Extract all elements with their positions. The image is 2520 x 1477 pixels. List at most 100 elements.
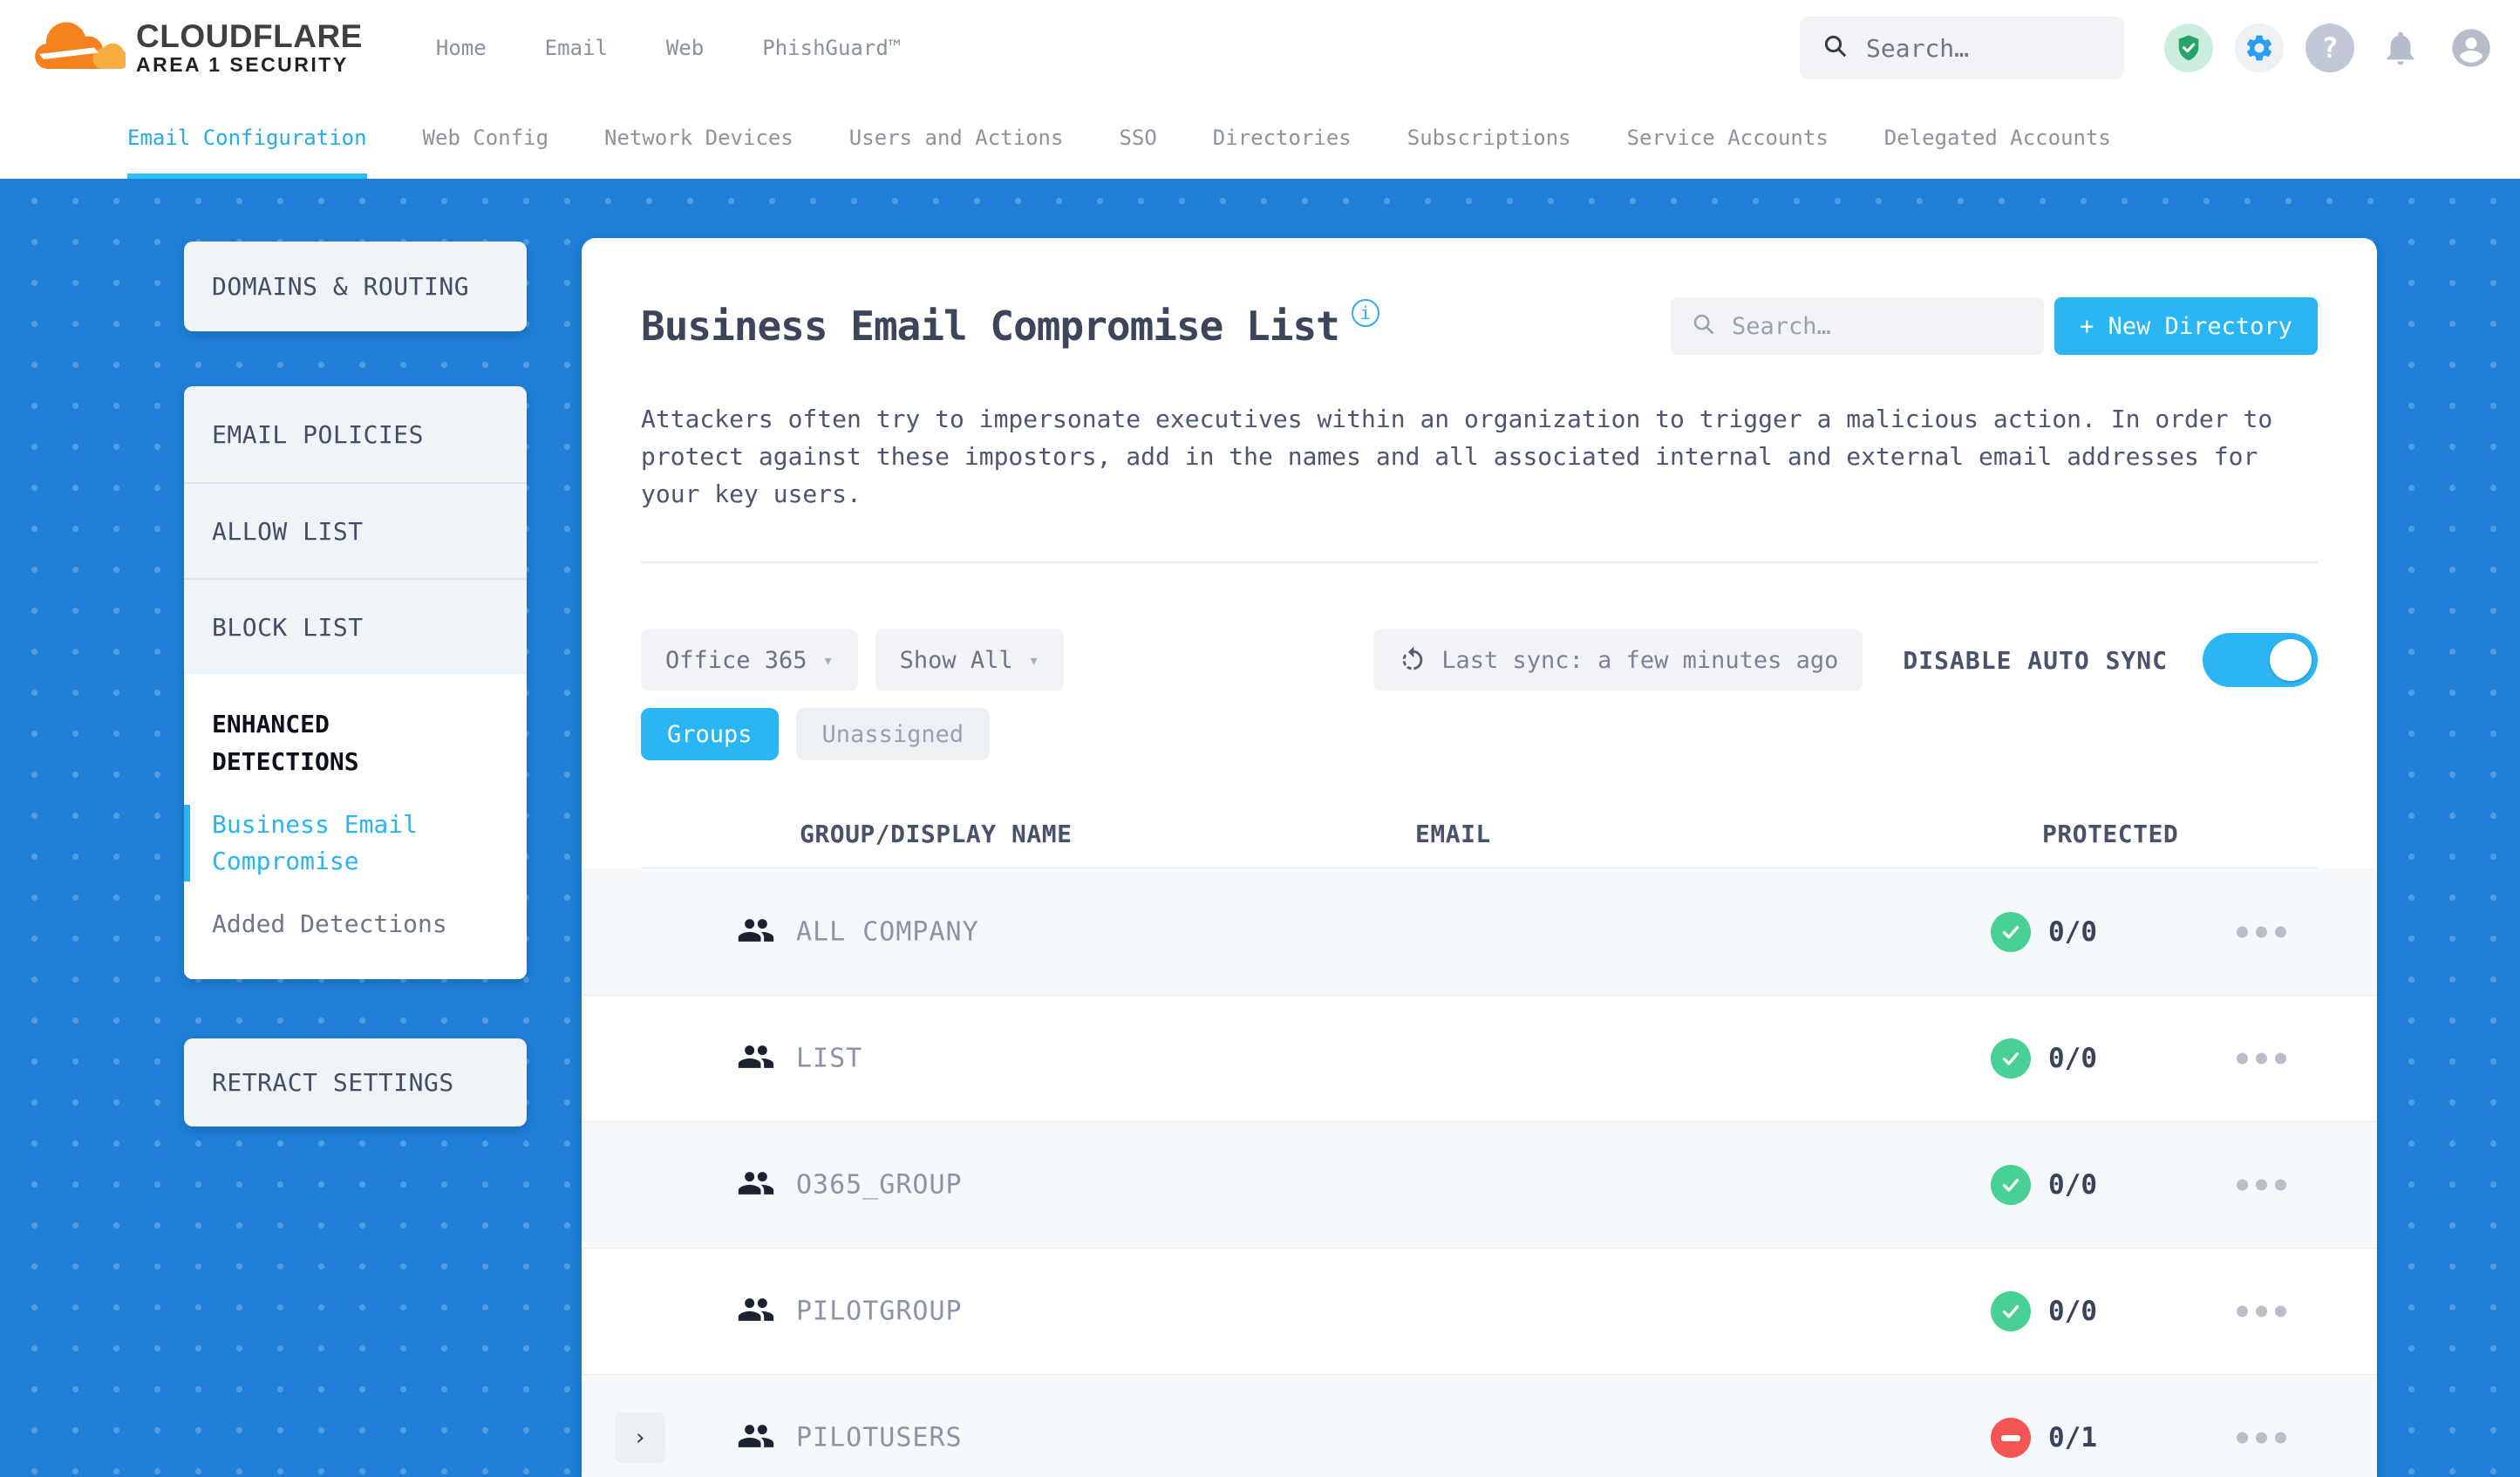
expand-row-button[interactable]: › bbox=[615, 1412, 665, 1463]
table-row-o365-group: O365_GROUP 0/0 bbox=[582, 1121, 2377, 1248]
row-menu-button[interactable] bbox=[2237, 1179, 2286, 1191]
group-people-icon bbox=[737, 1164, 775, 1206]
primary-nav-home[interactable]: Home bbox=[435, 36, 487, 60]
toggle-knob bbox=[2270, 639, 2312, 681]
sidebar-item-allow-list[interactable]: ALLOW LIST bbox=[184, 482, 527, 578]
protected-check-icon bbox=[1991, 1291, 2031, 1331]
protected-check-icon bbox=[1991, 1038, 2031, 1079]
divider bbox=[641, 562, 2318, 563]
gear-icon[interactable] bbox=[2235, 24, 2284, 72]
tab-sso[interactable]: SSO bbox=[1119, 125, 1157, 150]
directory-search-input[interactable] bbox=[1732, 312, 2011, 340]
info-icon[interactable]: i bbox=[1351, 299, 1379, 327]
row-menu-button[interactable] bbox=[2237, 1432, 2286, 1444]
help-icon[interactable]: ? bbox=[2305, 24, 2354, 72]
group-people-icon bbox=[737, 1290, 775, 1332]
sidebar-item-block-list[interactable]: BLOCK LIST bbox=[184, 578, 527, 674]
show-filter-select[interactable]: Show All ▾ bbox=[875, 630, 1064, 691]
primary-nav-phishguard[interactable]: PhishGuard™ bbox=[762, 36, 902, 60]
sidebar: DOMAINS & ROUTING EMAIL POLICIES ALLOW LI… bbox=[184, 242, 527, 1126]
view-tab-unassigned[interactable]: Unassigned bbox=[795, 708, 991, 760]
sidebar-item-business-email-compromise[interactable]: Business Email Compromise bbox=[184, 805, 465, 881]
protected-check-icon bbox=[1991, 1165, 2031, 1205]
enhanced-detections-title[interactable]: ENHANCED DETECTIONS bbox=[212, 710, 359, 776]
protected-count: 0/0 bbox=[2048, 1043, 2097, 1074]
column-group-display-name: GROUP/DISPLAY NAME bbox=[800, 820, 1073, 848]
group-name: PILOTGROUP bbox=[796, 1296, 963, 1327]
group-name: ALL COMPANY bbox=[796, 916, 979, 947]
refresh-icon bbox=[1403, 646, 1423, 670]
group-people-icon bbox=[737, 1417, 775, 1459]
group-name: O365_GROUP bbox=[796, 1169, 963, 1201]
group-people-icon bbox=[737, 1038, 775, 1079]
directory-source-value: Office 365 bbox=[665, 646, 807, 674]
sidebar-item-email-policies[interactable]: EMAIL POLICIES bbox=[212, 419, 425, 449]
auto-sync-toggle[interactable] bbox=[2203, 633, 2318, 687]
tab-subscriptions[interactable]: Subscriptions bbox=[1406, 125, 1571, 150]
cloudflare-logo[interactable]: CLOUDFLARE AREA 1 SECURITY bbox=[35, 18, 363, 78]
search-icon bbox=[1822, 33, 1849, 63]
shield-check-icon[interactable] bbox=[2164, 24, 2213, 72]
last-sync-text: Last sync: a few minutes ago bbox=[1441, 646, 1839, 674]
tab-delegated-accounts[interactable]: Delegated Accounts bbox=[1883, 125, 2111, 150]
primary-nav-web[interactable]: Web bbox=[665, 36, 705, 60]
sidebar-item-added-detections[interactable]: Added Detections bbox=[212, 909, 447, 938]
tab-directories[interactable]: Directories bbox=[1212, 125, 1352, 150]
logo-subtitle: AREA 1 SECURITY bbox=[136, 53, 349, 76]
tab-network-devices[interactable]: Network Devices bbox=[604, 125, 793, 150]
table-body: ALL COMPANY 0/0 LIST 0/0 O365_GROUP 0/0 PILOTG… bbox=[582, 868, 2377, 1477]
section-nav: Email Configuration Web Config Network Dev… bbox=[0, 96, 2520, 179]
global-search-input[interactable] bbox=[1866, 33, 2084, 63]
new-directory-button[interactable]: + New Directory bbox=[2054, 297, 2318, 355]
sidebar-section-enhanced-detections: ENHANCED DETECTIONS Business Email Compr… bbox=[184, 674, 527, 979]
directory-search[interactable] bbox=[1671, 297, 2044, 355]
directory-source-select[interactable]: Office 365 ▾ bbox=[641, 630, 858, 691]
tab-web-config[interactable]: Web Config bbox=[422, 125, 549, 150]
notifications-bell-icon[interactable] bbox=[2376, 24, 2425, 72]
tab-email-configuration[interactable]: Email Configuration bbox=[127, 96, 367, 179]
view-tabs: Groups Unassigned bbox=[641, 708, 2318, 760]
user-avatar-icon[interactable] bbox=[2447, 24, 2496, 72]
show-filter-value: Show All bbox=[899, 646, 1013, 674]
chevron-down-icon: ▾ bbox=[822, 650, 834, 670]
protected-count: 0/0 bbox=[2048, 915, 2097, 948]
group-people-icon bbox=[737, 911, 775, 953]
search-icon bbox=[1692, 312, 1716, 340]
table-row-list: LIST 0/0 bbox=[582, 995, 2377, 1121]
logo-wordmark: CLOUDFLARE bbox=[136, 18, 363, 54]
page-title: Business Email Compromise List bbox=[641, 303, 1340, 350]
sidebar-policies-card: EMAIL POLICIES ALLOW LIST BLOCK LIST ENHAN… bbox=[184, 386, 527, 979]
row-menu-button[interactable] bbox=[2237, 1052, 2286, 1065]
last-sync-button[interactable]: Last sync: a few minutes ago bbox=[1373, 630, 1863, 691]
column-email: EMAIL bbox=[1415, 820, 1491, 848]
primary-nav: Home Email Web PhishGuard™ bbox=[436, 36, 901, 60]
tab-service-accounts[interactable]: Service Accounts bbox=[1626, 125, 1829, 150]
cloudflare-cloud-icon bbox=[35, 18, 130, 78]
table-row-pilotgroup: PILOTGROUP 0/0 bbox=[582, 1248, 2377, 1374]
protected-check-icon bbox=[1991, 911, 2031, 952]
sidebar-item-domains-routing[interactable]: DOMAINS & ROUTING bbox=[184, 242, 527, 331]
chevron-down-icon: ▾ bbox=[1028, 650, 1039, 670]
group-name: PILOTUSERS bbox=[796, 1422, 963, 1453]
group-name: LIST bbox=[796, 1043, 863, 1074]
table-header: GROUP/DISPLAY NAME EMAIL PROTECTED bbox=[641, 760, 2318, 868]
column-protected: PROTECTED bbox=[2042, 820, 2179, 848]
global-search[interactable] bbox=[1800, 17, 2124, 79]
protected-count: 0/0 bbox=[2048, 1296, 2097, 1327]
protected-count: 0/1 bbox=[2048, 1422, 2097, 1453]
table-row-all-company: ALL COMPANY 0/0 bbox=[582, 868, 2377, 995]
sidebar-item-retract-settings[interactable]: RETRACT SETTINGS bbox=[184, 1038, 527, 1126]
top-header: CLOUDFLARE AREA 1 SECURITY Home Email Web P… bbox=[0, 0, 2520, 96]
disable-auto-sync-label: DISABLE AUTO SYNC bbox=[1903, 645, 2168, 675]
protected-count: 0/0 bbox=[2048, 1169, 2097, 1201]
content-background: DOMAINS & ROUTING EMAIL POLICIES ALLOW LI… bbox=[0, 179, 2520, 1477]
unprotected-minus-icon bbox=[1991, 1418, 2031, 1458]
table-row-pilotusers: › PILOTUSERS 0/1 bbox=[582, 1374, 2377, 1477]
row-menu-button[interactable] bbox=[2237, 1305, 2286, 1317]
primary-nav-email[interactable]: Email bbox=[544, 36, 608, 60]
tab-users-and-actions[interactable]: Users and Actions bbox=[848, 125, 1064, 150]
view-tab-groups[interactable]: Groups bbox=[641, 708, 779, 760]
row-menu-button[interactable] bbox=[2237, 926, 2286, 937]
page-description: Attackers often try to impersonate execu… bbox=[641, 405, 2273, 508]
